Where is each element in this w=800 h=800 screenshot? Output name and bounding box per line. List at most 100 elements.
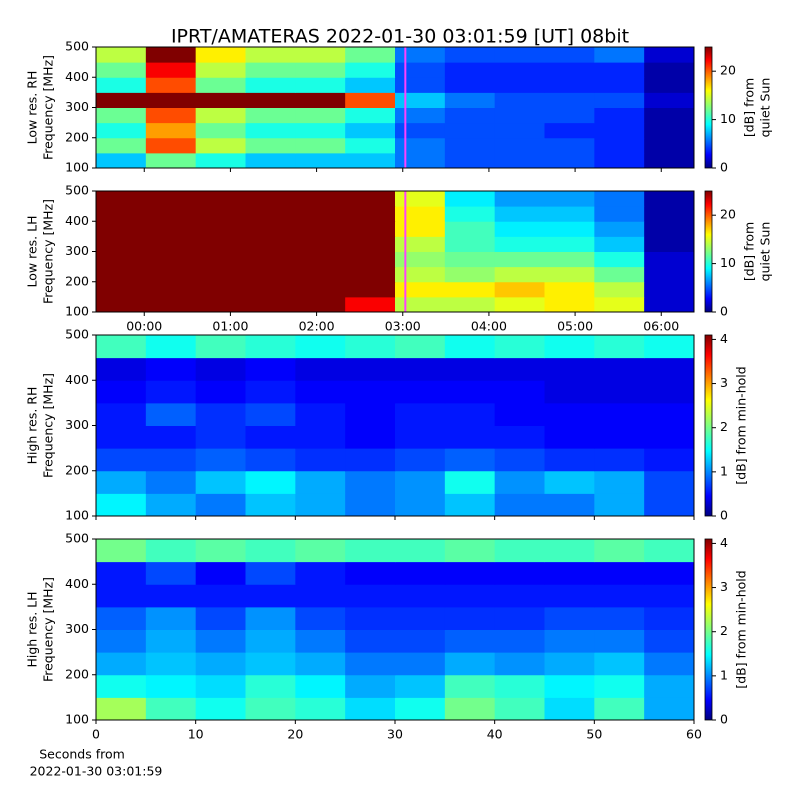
heatmap-cell (594, 236, 645, 252)
heatmap-cell (345, 137, 396, 154)
heatmap-cell (245, 152, 296, 169)
y-tick-label: 400 (65, 69, 89, 84)
heatmap-cell (544, 335, 595, 359)
heatmap-cell (594, 402, 645, 426)
heatmap-cell (395, 335, 446, 359)
y-tick-label: 300 (65, 243, 89, 258)
heatmap-cell (644, 296, 695, 313)
heatmap-cell (494, 47, 545, 63)
heatmap-cell (594, 629, 645, 653)
colorbar-tick-label: 0 (720, 712, 728, 727)
heatmap-cell (345, 470, 396, 494)
heatmap-cell (395, 281, 446, 298)
heatmap-cell (494, 281, 545, 298)
heatmap-cell (544, 539, 595, 563)
heatmap-cell (345, 380, 396, 404)
y-axis-label: High res. LH (25, 591, 40, 667)
heatmap-cell (644, 402, 695, 426)
heatmap-cell (195, 584, 246, 608)
heatmap-cell (544, 266, 595, 283)
heatmap-cell (395, 674, 446, 698)
heatmap-cell (395, 652, 446, 676)
heatmap-cell (444, 77, 496, 93)
x-tick-label: 05:00 (557, 319, 593, 334)
heatmap-cell (145, 77, 197, 93)
heatmap-cell (494, 584, 545, 608)
heatmap-cell (644, 92, 695, 108)
y-tick-label: 200 (65, 666, 89, 681)
heatmap-cell (245, 107, 296, 124)
heatmap-cell (345, 266, 396, 283)
heatmap-cell (494, 425, 545, 449)
heatmap-cell (644, 561, 695, 585)
heatmap-cell (644, 470, 695, 494)
heatmap-cell (444, 206, 496, 222)
heatmap-cell (96, 539, 147, 563)
heatmap-cell (644, 697, 695, 721)
heatmap-cell (96, 296, 147, 313)
heatmap-cell (195, 62, 246, 78)
heatmap-cell (395, 122, 446, 139)
heatmap-cell (494, 77, 545, 93)
heatmap-cell (245, 335, 296, 359)
heatmap-cell (145, 47, 197, 63)
heatmap-cell (444, 448, 496, 472)
heatmap-cell (245, 606, 296, 630)
heatmap-cell (295, 493, 346, 517)
heatmap-cell (395, 152, 446, 169)
heatmap-cell (195, 606, 246, 630)
heatmap-cell (594, 137, 645, 154)
colorbar-tick-label: 1 (720, 463, 728, 478)
heatmap-cell (544, 296, 595, 313)
heatmap-cell (544, 425, 595, 449)
heatmap-cell (494, 107, 545, 124)
heatmap-cell (395, 606, 446, 630)
heatmap-cell (345, 493, 396, 517)
heatmap-cell (345, 152, 396, 169)
heatmap-cell (195, 402, 246, 426)
heatmap-cell (395, 47, 446, 63)
heatmap-cell (444, 606, 496, 630)
heatmap-cell (195, 470, 246, 494)
x-tick-label: 0 (92, 727, 100, 742)
heatmap-cell (395, 697, 446, 721)
heatmap-cell (444, 191, 496, 207)
heatmap-cell (544, 470, 595, 494)
y-axis-label: Frequency [MHz] (41, 199, 56, 304)
heatmap-cell (345, 697, 396, 721)
heatmap-cell (145, 584, 197, 608)
heatmap-cell (145, 62, 197, 78)
heatmap-cell (494, 402, 545, 426)
heatmap-cell (644, 493, 695, 517)
heatmap-cell (594, 47, 645, 63)
heatmap-cell (245, 296, 296, 313)
heatmap-cell (594, 357, 645, 381)
heatmap-cell (395, 191, 446, 207)
x-tick-label: 02:00 (299, 319, 335, 334)
heatmap-cell (395, 221, 446, 237)
heatmap-cell (444, 652, 496, 676)
heatmap-cell (444, 152, 496, 169)
heatmap-cell (145, 107, 197, 124)
heatmap-cell (195, 674, 246, 698)
heatmap-cell (145, 357, 197, 381)
heatmap-cell (544, 493, 595, 517)
heatmap-cell (195, 652, 246, 676)
y-tick-label: 500 (65, 327, 89, 342)
y-tick-label: 200 (65, 273, 89, 288)
heatmap-cell (96, 152, 147, 169)
heatmap-cell (444, 402, 496, 426)
heatmap-cell (494, 122, 545, 139)
heatmap-cell (145, 266, 197, 283)
y-tick-label: 300 (65, 621, 89, 636)
heatmap-cell (96, 191, 147, 207)
heatmap-cell (245, 674, 296, 698)
heatmap-cell (345, 251, 396, 268)
colorbar-tick-label: 4 (720, 535, 728, 550)
heatmap-cell (594, 539, 645, 563)
heatmap-cell (295, 236, 346, 252)
colorbar-label: [dB] from (742, 222, 757, 281)
heatmap-cell (395, 448, 446, 472)
heatmap-cell (444, 281, 496, 298)
